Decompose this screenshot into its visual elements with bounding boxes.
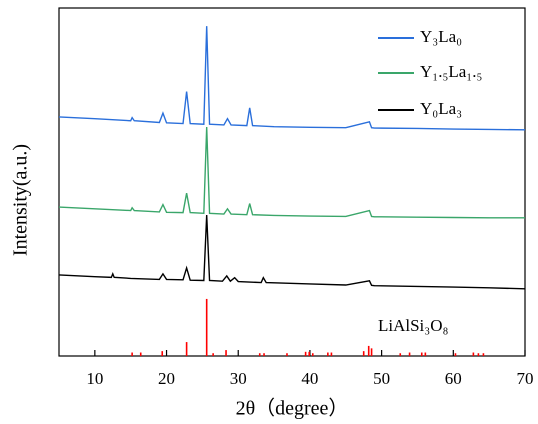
x-tick-label: 60 — [445, 369, 462, 388]
plot-frame — [58, 7, 526, 357]
legend-label: Y₃La₀ — [420, 27, 462, 46]
legend-label: Y₁.₅La₁.₅ — [420, 62, 482, 81]
y-axis-label: Intensity(a.u.) — [10, 144, 32, 256]
xrd-line — [58, 26, 526, 131]
reference-label: LiAlSi₃O₈ — [378, 316, 448, 335]
legend-label: Y₀La₃ — [420, 99, 462, 118]
x-tick-label: 30 — [230, 369, 247, 388]
x-tick-label: 50 — [373, 369, 390, 388]
x-axis-label: 2θ（degree） — [236, 397, 349, 420]
xrd-line — [58, 215, 526, 290]
x-tick-label: 10 — [86, 369, 103, 388]
x-tick-label: 70 — [517, 369, 534, 388]
x-tick-label: 20 — [158, 369, 175, 388]
xrd-line — [58, 126, 525, 219]
x-tick-label: 40 — [301, 369, 318, 388]
